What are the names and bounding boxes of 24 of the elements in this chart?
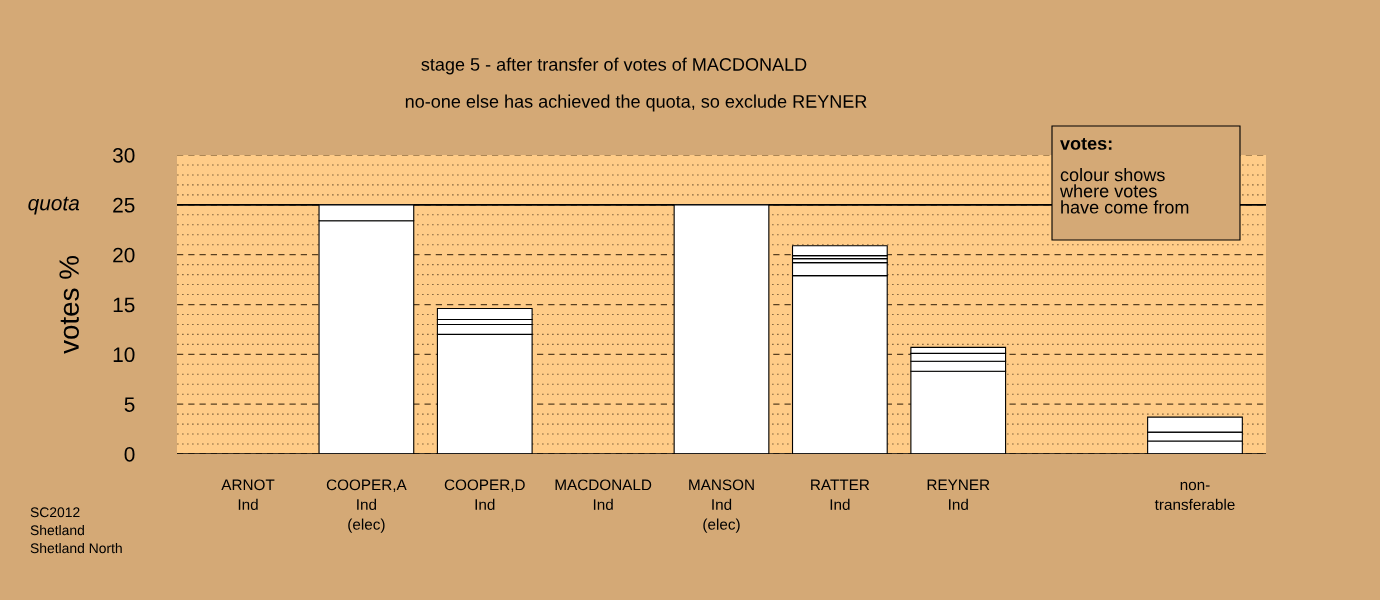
text: votes: <box>1060 137 1112 150</box>
x-tick-label: MACDONALD Ind <box>555 479 652 510</box>
ref-line-label: quota <box>28 196 80 215</box>
y-tick-label: 5 <box>124 397 135 412</box>
y-tick-label: 30 <box>112 148 135 163</box>
y-tick-label: 0 <box>124 447 135 462</box>
text: SC2012 Shetland Shetland North <box>30 507 122 554</box>
y-tick-label: 10 <box>113 347 135 363</box>
x-tick-label: MANSON Ind (elec) <box>689 479 754 533</box>
bar <box>791 245 888 257</box>
x-tick-label: REYNER Ind <box>927 479 990 510</box>
x-tick-label: ARNOT Ind <box>221 479 275 510</box>
x-tick-label: RATTER Ind <box>811 479 870 510</box>
y-axis-title: votes % <box>59 256 79 354</box>
x-tick-label: COOPER,A Ind (elec) <box>326 479 407 533</box>
annotation: colour shows where votes have come from <box>1059 168 1189 214</box>
x-tick-label: COOPER,D Ind <box>444 479 525 510</box>
chart-title: stage 5 - after transfer of votes of MACDONALD <box>421 57 807 75</box>
y-tick-label: 20 <box>113 247 135 263</box>
bar <box>436 307 533 321</box>
y-tick-label: 15 <box>113 297 135 313</box>
y-tick-label: 25 <box>113 197 135 213</box>
x-tick-label: non- transferable <box>1154 481 1235 510</box>
chart-subtitle: no-one else has achieved the quota, so exclude REYNER <box>405 94 867 112</box>
